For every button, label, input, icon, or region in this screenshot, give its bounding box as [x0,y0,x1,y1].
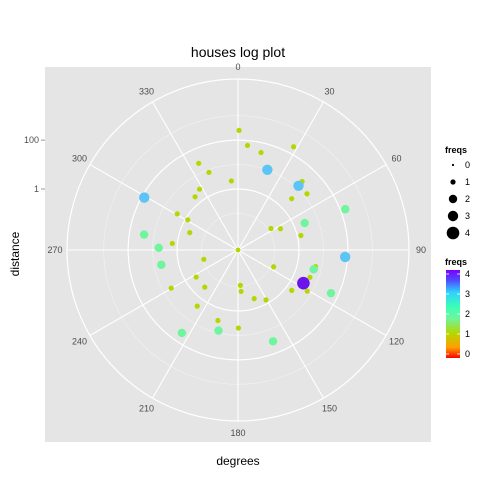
data-point [192,194,198,200]
data-points [139,127,351,346]
size-legend-label: 1 [465,177,470,187]
size-legend-key [446,226,460,240]
angle-tick-label: 150 [322,403,337,413]
size-legend-label: 3 [465,211,470,221]
x-axis-label: degrees [216,454,259,468]
data-point [290,144,297,150]
data-point [307,274,313,280]
data-point [339,251,351,263]
data-point [168,285,174,291]
grid-spoke [237,101,324,251]
data-point [263,297,269,303]
color-legend-title: freqs [445,257,467,267]
data-point [194,303,200,309]
data-point [235,325,242,331]
data-point [304,288,310,294]
size-legend: freqs 0 1 2 3 4 [445,145,470,240]
chart-title: houses log plot [191,44,285,60]
grid-spoke [237,249,324,399]
data-point [157,260,166,269]
grid-spoke [89,164,239,251]
angle-tick-label: 30 [324,87,334,97]
data-point [326,288,336,298]
data-point [139,230,149,239]
radius-tick-labels: 1 100 [24,135,45,194]
angle-tick-label: 210 [139,403,154,413]
data-point [169,240,175,247]
data-point [185,217,191,223]
angle-tick-label: 270 [47,245,62,255]
data-point [258,149,264,156]
data-point-center [235,247,241,253]
data-point [237,282,243,288]
data-point [244,142,251,149]
angle-tick-label: 120 [389,337,404,347]
data-point [289,196,295,202]
data-point [154,243,163,252]
size-legend-title: freqs [445,145,467,155]
size-legend-key [447,210,459,222]
data-point [304,191,310,197]
color-legend-label: 4 [465,269,470,279]
size-legend-key [450,179,456,185]
grid-spoke [237,164,387,251]
size-legend-label: 0 [465,160,470,170]
angle-tick-label: 330 [139,87,154,97]
size-legend-key [451,163,455,167]
data-point [251,296,257,302]
data-point [293,180,304,191]
angle-tick-label: 90 [416,245,426,255]
angle-tick-label: 0 [235,62,240,72]
angle-tick-labels: 0 30 60 90 120 150 180 210 240 270 300 330 [47,62,426,438]
size-legend-label: 4 [465,228,470,238]
grid-spoke [152,101,239,251]
data-point [201,256,207,262]
color-legend-label: 3 [465,289,470,299]
data-point [268,337,278,346]
data-point [300,218,309,228]
polar-grid [66,78,410,422]
size-legend-key [448,194,458,204]
data-point [228,178,234,184]
data-point [193,274,199,280]
y-axis-label: distance [8,231,22,276]
data-point [262,164,273,175]
data-point [236,127,242,133]
color-legend-bar [446,270,460,358]
data-point [139,192,150,203]
data-point [270,264,277,270]
grid-spoke [152,249,239,399]
data-point [289,287,295,293]
data-point [196,186,203,192]
data-point [187,230,193,236]
data-point [177,328,187,338]
color-legend-label: 1 [465,329,470,339]
size-legend-label: 2 [465,194,470,204]
angle-tick-label: 300 [72,154,87,164]
angle-tick-label: 60 [391,154,401,164]
color-legend: freqs 4 3 2 1 0 [445,257,470,359]
angle-tick-label: 240 [72,337,87,347]
data-point [309,265,318,274]
data-point [298,232,304,239]
data-point [341,205,350,214]
grid-spoke [237,249,387,336]
color-legend-label: 2 [465,309,470,319]
data-point [206,169,212,175]
data-point [297,276,310,290]
data-point [215,317,221,324]
data-point [268,225,274,232]
grid-spoke [89,249,239,336]
angle-tick-label: 180 [230,428,245,438]
data-point [214,326,223,335]
color-legend-label: 0 [465,349,470,359]
radius-tick-label: 100 [24,135,39,145]
radius-tick-label: 1 [34,184,39,194]
data-point [238,288,244,295]
data-point [196,160,202,166]
data-point [202,284,208,290]
data-point [174,211,180,217]
data-point [277,226,284,232]
